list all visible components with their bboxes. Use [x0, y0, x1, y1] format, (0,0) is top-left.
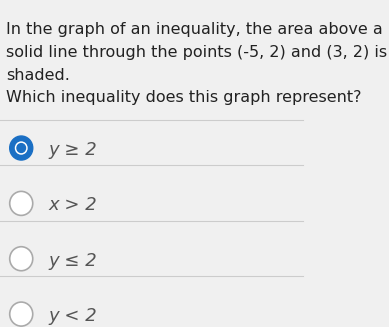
Text: x > 2: x > 2 — [49, 197, 97, 215]
Text: solid line through the points (-5, 2) and (3, 2) is: solid line through the points (-5, 2) an… — [6, 45, 387, 60]
Circle shape — [16, 142, 27, 154]
Text: shaded.: shaded. — [6, 68, 70, 83]
Text: In the graph of an inequality, the area above a: In the graph of an inequality, the area … — [6, 22, 383, 37]
Text: y < 2: y < 2 — [49, 307, 97, 325]
Circle shape — [10, 191, 33, 215]
Text: Which inequality does this graph represent?: Which inequality does this graph represe… — [6, 91, 361, 106]
Text: y ≥ 2: y ≥ 2 — [49, 141, 97, 159]
Circle shape — [10, 302, 33, 326]
Circle shape — [10, 247, 33, 271]
Text: y ≤ 2: y ≤ 2 — [49, 252, 97, 270]
Circle shape — [17, 144, 26, 152]
Circle shape — [10, 136, 33, 160]
